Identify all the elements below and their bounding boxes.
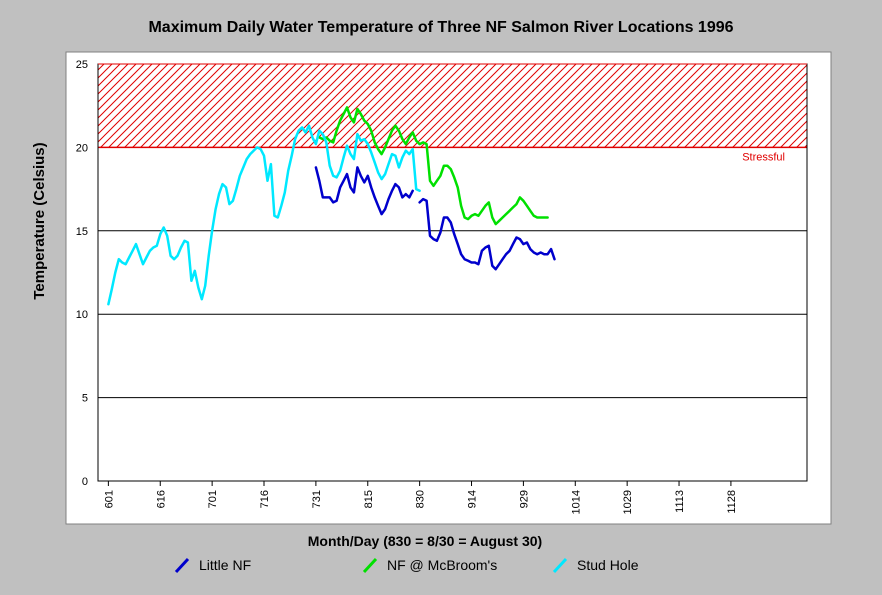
legend-swatch-stud-hole <box>552 557 568 574</box>
legend-swatch-nf-mcbrooms <box>362 557 378 574</box>
x-tick-label-1029: 1029 <box>622 490 634 514</box>
stressful-label: Stressful <box>742 151 785 163</box>
x-tick-label-1113: 1113 <box>674 490 686 513</box>
legend-label-stud-hole: Stud Hole <box>577 557 639 573</box>
legend-item-stud-hole: Stud Hole <box>551 556 638 574</box>
x-tick-label-815: 815 <box>363 490 375 508</box>
y-tick-label-10: 10 <box>76 309 88 321</box>
x-tick-label-601: 601 <box>103 490 115 508</box>
x-tick-label-731: 731 <box>311 490 323 508</box>
series-line-stud-hole <box>107 124 421 306</box>
legend-item-little-nf: Little NF <box>173 556 251 574</box>
x-tick-label-830: 830 <box>415 490 427 508</box>
x-tick-label-1014: 1014 <box>570 490 582 514</box>
y-tick-label-20: 20 <box>76 142 88 154</box>
y-tick-label-25: 25 <box>76 59 88 71</box>
legend-swatch-little-nf <box>174 557 190 574</box>
legend-item-nf-mcbrooms: NF @ McBroom's <box>361 556 497 574</box>
series-line-little-nf <box>314 166 556 271</box>
stressful-band <box>98 64 807 148</box>
x-tick-label-929: 929 <box>518 490 530 508</box>
x-tick-label-616: 616 <box>155 490 167 508</box>
x-tick-label-914: 914 <box>467 490 479 508</box>
x-tick-label-1128: 1128 <box>726 490 738 514</box>
legend-label-little-nf: Little NF <box>199 557 252 573</box>
x-tick-label-716: 716 <box>259 490 271 508</box>
y-tick-label-5: 5 <box>82 393 88 405</box>
chart-title: Maximum Daily Water Temperature of Three… <box>148 19 734 36</box>
x-axis-label: Month/Day (830 = 8/30 = August 30) <box>307 533 543 549</box>
y-tick-label-15: 15 <box>76 226 88 238</box>
y-tick-label-0: 0 <box>82 476 88 488</box>
series-line-nf-mcbroom-s <box>318 106 549 226</box>
x-tick-label-701: 701 <box>207 490 219 508</box>
y-axis-label: Temperature (Celsius) <box>31 142 48 300</box>
legend-label-nf-mcbrooms: NF @ McBroom's <box>387 557 498 573</box>
